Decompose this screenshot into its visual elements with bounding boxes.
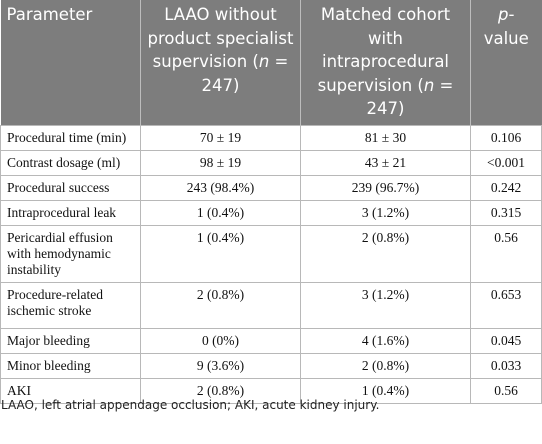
parameter-cell: Procedural time (min) <box>0 124 141 151</box>
parameter-cell: AKI <box>0 377 141 404</box>
footnote: LAAO, left atrial appendage occlusion; A… <box>1 398 380 412</box>
value-cell: 0.033 <box>470 352 542 379</box>
parameter-cell: Intraprocedural leak <box>0 199 141 226</box>
value-cell: 2 (0.8%) <box>140 377 301 404</box>
table-row: Intraprocedural leak 1 (0.4%) 3 (1.2%) 0.31… <box>0 199 542 226</box>
value-cell: 1 (0.4%) <box>140 224 301 283</box>
value-cell: 3 (1.2%) <box>300 281 471 329</box>
table-row: Procedural time (min) 70 ± 19 81 ± 30 0.106 <box>0 124 542 151</box>
value-cell: 70 ± 19 <box>140 124 301 151</box>
value-cell: 1 (0.4%) <box>300 377 471 404</box>
header-text: LAAO without product specialist supervis… <box>147 5 294 71</box>
header-text: = 247) <box>201 52 289 95</box>
parameter-cell: Contrast dosage (ml) <box>0 149 141 176</box>
header-text: Parameter <box>6 5 93 24</box>
header-text: n <box>423 75 435 95</box>
value-cell: 239 (96.7%) <box>300 174 471 201</box>
value-cell: 0.56 <box>470 377 542 404</box>
table-row: Procedure-related ischemic stroke 2 (0.8%… <box>0 281 542 329</box>
parameter-cell: Minor bleeding <box>0 352 141 379</box>
results-table: Parameter LAAO without product specialis… <box>0 0 542 404</box>
parameter-cell: Major bleeding <box>0 327 141 354</box>
table-row: Contrast dosage (ml) 98 ± 19 43 ± 21 <0.001 <box>0 149 542 176</box>
value-cell: <0.001 <box>470 149 542 176</box>
header-text: = 247) <box>366 75 454 119</box>
value-cell: 0.315 <box>470 199 542 226</box>
value-cell: 0.653 <box>470 281 542 329</box>
table-row: Pericardial effusion with hemodynamic in… <box>0 224 542 283</box>
value-cell: 0.045 <box>470 327 542 354</box>
value-cell: 3 (1.2%) <box>300 199 471 226</box>
value-cell: 43 ± 21 <box>300 149 471 176</box>
value-cell: 243 (98.4%) <box>140 174 301 201</box>
value-cell: 9 (3.6%) <box>140 352 301 379</box>
value-cell: 98 ± 19 <box>140 149 301 176</box>
header-text: Matched cohort with intraprocedural supe… <box>317 5 451 95</box>
table-row: AKI 2 (0.8%) 1 (0.4%) 0.56 <box>0 377 542 404</box>
value-cell: 0.56 <box>470 224 542 283</box>
value-cell: 0.106 <box>470 124 542 151</box>
value-cell: 0.242 <box>470 174 542 201</box>
value-cell: 4 (1.6%) <box>300 327 471 354</box>
header-text: n <box>258 52 270 71</box>
table-row: Minor bleeding 9 (3.6%) 2 (0.8%) 0.033 <box>0 352 542 379</box>
header-text: -value <box>483 5 529 48</box>
header-text: p <box>498 5 509 24</box>
value-cell: 2 (0.8%) <box>300 352 471 379</box>
value-cell: 2 (0.8%) <box>140 281 301 329</box>
parameter-cell: Procedural success <box>0 174 141 201</box>
table-row: Procedural success 243 (98.4%) 239 (96.7%)… <box>0 174 542 201</box>
header-cell: Matched cohort with intraprocedural supe… <box>300 0 471 125</box>
header-cell: Parameter <box>0 0 141 125</box>
value-cell: 1 (0.4%) <box>140 199 301 226</box>
value-cell: 0 (0%) <box>140 327 301 354</box>
header-row: Parameter LAAO without product specialis… <box>0 0 542 125</box>
table-row: Major bleeding 0 (0%) 4 (1.6%) 0.045 <box>0 327 542 354</box>
value-cell: 81 ± 30 <box>300 124 471 151</box>
parameter-cell: Procedure-related ischemic stroke <box>0 281 141 329</box>
value-cell: 2 (0.8%) <box>300 224 471 283</box>
header-cell: p-value <box>470 0 542 125</box>
header-cell: LAAO without product specialist supervis… <box>140 0 301 125</box>
parameter-cell: Pericardial effusion with hemodynamic in… <box>0 224 141 283</box>
table-body: Procedural time (min) 70 ± 19 81 ± 30 0.106… <box>0 124 542 404</box>
